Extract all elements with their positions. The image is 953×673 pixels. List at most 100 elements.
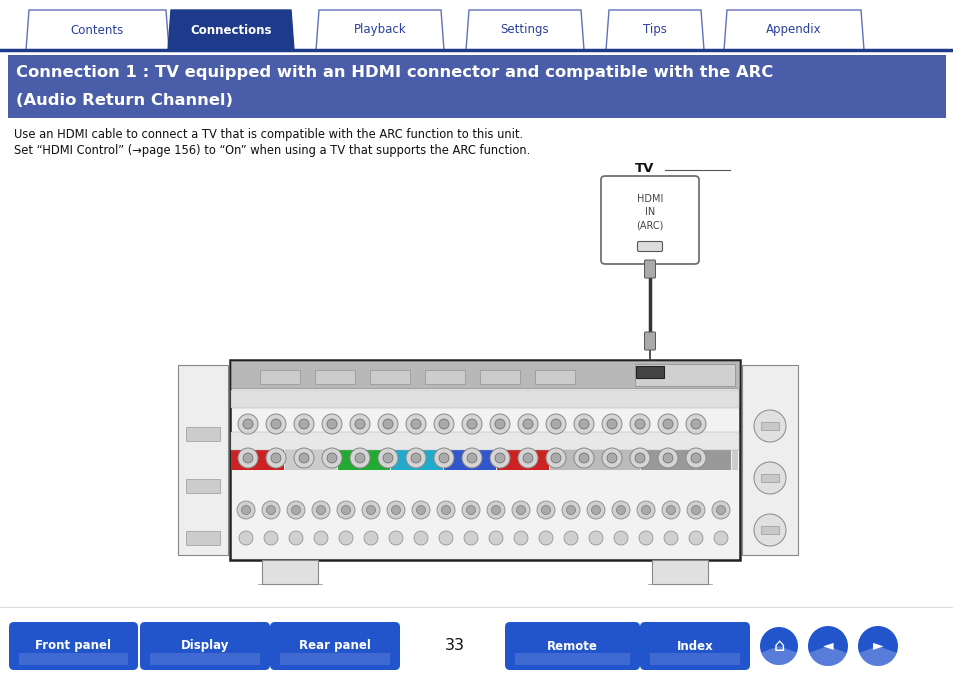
Text: (Audio Return Channel): (Audio Return Channel) <box>16 93 233 108</box>
Polygon shape <box>168 10 294 50</box>
Circle shape <box>612 501 629 519</box>
Text: Tips: Tips <box>642 24 666 36</box>
Bar <box>497 450 548 470</box>
Circle shape <box>406 448 426 468</box>
Circle shape <box>341 505 350 514</box>
Circle shape <box>578 453 588 463</box>
Circle shape <box>322 448 341 468</box>
Circle shape <box>411 453 420 463</box>
Circle shape <box>366 505 375 514</box>
Bar <box>280 653 390 665</box>
Polygon shape <box>26 10 169 50</box>
Circle shape <box>387 501 405 519</box>
Bar <box>515 653 629 665</box>
Circle shape <box>601 414 621 434</box>
Circle shape <box>461 414 481 434</box>
Bar <box>550 450 639 470</box>
Circle shape <box>377 448 397 468</box>
Circle shape <box>614 531 627 545</box>
Text: Playback: Playback <box>354 24 406 36</box>
Wedge shape <box>859 646 896 666</box>
Bar <box>186 427 220 441</box>
Circle shape <box>298 419 309 429</box>
Circle shape <box>294 448 314 468</box>
Circle shape <box>517 414 537 434</box>
Bar <box>760 422 779 430</box>
Circle shape <box>522 419 533 429</box>
Circle shape <box>606 419 617 429</box>
Text: Remote: Remote <box>546 639 598 653</box>
Circle shape <box>411 419 420 429</box>
Wedge shape <box>760 646 796 665</box>
Circle shape <box>545 414 565 434</box>
Circle shape <box>434 414 454 434</box>
Circle shape <box>857 626 897 666</box>
Circle shape <box>685 448 705 468</box>
Wedge shape <box>808 646 846 666</box>
Circle shape <box>236 501 254 519</box>
Circle shape <box>490 448 510 468</box>
Circle shape <box>241 505 251 514</box>
Circle shape <box>522 453 533 463</box>
Circle shape <box>243 453 253 463</box>
Circle shape <box>753 514 785 546</box>
Circle shape <box>637 501 655 519</box>
Circle shape <box>495 453 504 463</box>
Bar <box>314 370 355 384</box>
Polygon shape <box>465 10 583 50</box>
Circle shape <box>591 505 599 514</box>
Circle shape <box>760 627 797 665</box>
Circle shape <box>658 448 678 468</box>
Text: ►: ► <box>872 638 882 652</box>
Circle shape <box>438 453 449 463</box>
Circle shape <box>350 448 370 468</box>
Circle shape <box>512 501 530 519</box>
Circle shape <box>436 501 455 519</box>
Bar <box>731 450 738 470</box>
Circle shape <box>690 453 700 463</box>
Bar <box>231 432 739 450</box>
Circle shape <box>239 531 253 545</box>
Circle shape <box>416 505 425 514</box>
Circle shape <box>467 453 476 463</box>
Circle shape <box>490 414 510 434</box>
Text: Appendix: Appendix <box>765 24 821 36</box>
Circle shape <box>361 501 379 519</box>
Circle shape <box>538 531 553 545</box>
Text: Settings: Settings <box>500 24 549 36</box>
Circle shape <box>563 531 578 545</box>
Circle shape <box>635 419 644 429</box>
Circle shape <box>243 419 253 429</box>
FancyBboxPatch shape <box>637 242 661 252</box>
Bar <box>649 653 740 665</box>
Bar <box>337 450 390 470</box>
Circle shape <box>635 453 644 463</box>
Text: Contents: Contents <box>71 24 124 36</box>
Circle shape <box>338 531 353 545</box>
FancyBboxPatch shape <box>140 622 270 670</box>
Bar <box>262 560 317 584</box>
Circle shape <box>382 419 393 429</box>
Circle shape <box>691 505 700 514</box>
Text: ◄: ◄ <box>821 638 832 652</box>
Circle shape <box>382 453 393 463</box>
Circle shape <box>516 505 525 514</box>
Text: Set “HDMI Control” (→page 156) to “On” when using a TV that supports the ARC fun: Set “HDMI Control” (→page 156) to “On” w… <box>14 144 530 157</box>
Circle shape <box>264 531 277 545</box>
FancyBboxPatch shape <box>644 260 655 278</box>
Circle shape <box>322 414 341 434</box>
Bar <box>651 560 707 584</box>
Circle shape <box>466 505 475 514</box>
Bar <box>635 364 734 386</box>
Bar <box>535 370 575 384</box>
Circle shape <box>588 531 602 545</box>
Circle shape <box>298 453 309 463</box>
Bar <box>150 653 260 665</box>
Circle shape <box>601 448 621 468</box>
Bar <box>186 531 220 545</box>
Circle shape <box>666 505 675 514</box>
Circle shape <box>441 505 450 514</box>
Circle shape <box>753 462 785 494</box>
Circle shape <box>336 501 355 519</box>
Circle shape <box>271 419 281 429</box>
